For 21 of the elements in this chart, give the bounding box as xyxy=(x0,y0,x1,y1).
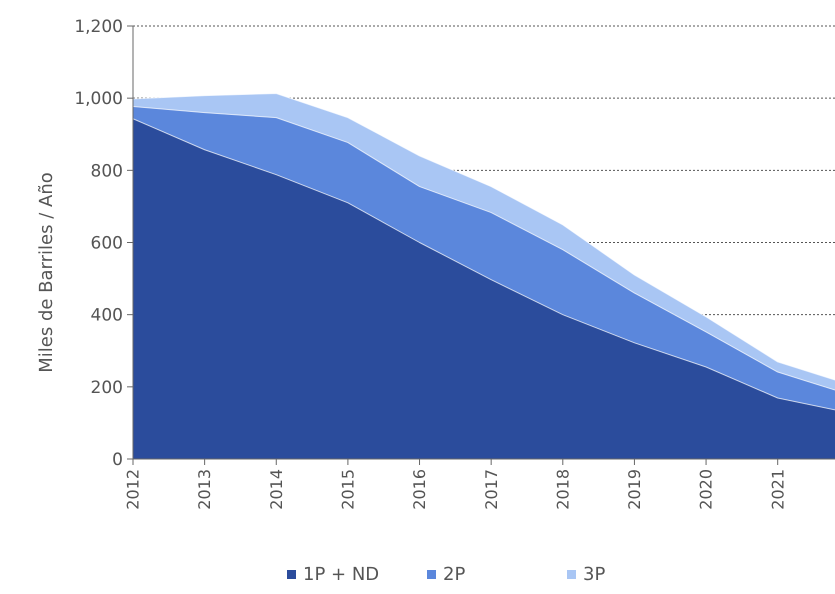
x-tick-label: 2021 xyxy=(768,469,788,510)
legend-label: 1P + ND xyxy=(303,564,380,585)
legend-label: 3P xyxy=(583,564,606,585)
x-tick-label: 2012 xyxy=(124,469,143,510)
x-tick-label: 2016 xyxy=(410,469,430,510)
legend-label: 2P xyxy=(443,564,466,585)
y-tick-label: 1,000 xyxy=(74,89,123,110)
y-axis-title: Miles de Barriles / Año xyxy=(36,172,57,373)
y-tick-label: 600 xyxy=(90,233,123,254)
x-tick-label: 2013 xyxy=(195,469,214,510)
x-tick-label: 2014 xyxy=(266,469,286,510)
x-tick-label: 2018 xyxy=(553,469,572,510)
y-tick-label: 1,200 xyxy=(74,16,123,37)
y-tick-label: 800 xyxy=(90,161,123,182)
y-tick-label: 0 xyxy=(112,450,123,470)
x-tick-label: 2015 xyxy=(338,469,358,510)
x-tick-label: 2019 xyxy=(625,469,644,510)
y-tick-label: 400 xyxy=(90,306,123,326)
x-tick-label: 2017 xyxy=(482,469,501,510)
y-tick-label: 200 xyxy=(90,378,123,398)
x-tick-label: 2020 xyxy=(696,469,716,510)
